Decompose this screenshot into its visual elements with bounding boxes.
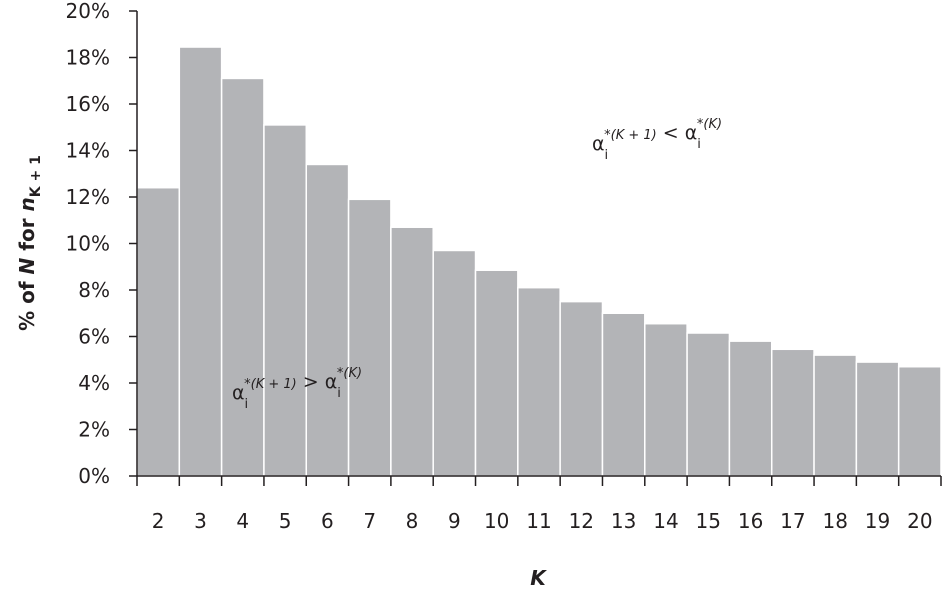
x-tick-label: 13 [611,509,636,533]
x-tick-label: 8 [406,509,419,533]
y-label-part: % of [15,274,39,330]
annotation-sup: *(K + 1) [604,128,657,143]
bar [347,198,392,477]
x-tick-label: 6 [321,509,334,533]
x-tick-label: 20 [907,509,932,533]
x-axis-label: K [530,566,547,590]
bar [263,124,308,477]
bar [136,186,181,477]
x-tick-label: 15 [696,509,721,533]
x-tick-label: 7 [363,509,376,533]
y-tick-label: 16% [66,92,110,116]
annotation-sub: i [337,386,341,401]
x-tick-label: 19 [865,509,890,533]
annotation: αi*(K + 1) > αi*(K) [232,366,362,412]
annotation-sup: *(K + 1) [244,377,297,392]
annotation-sub: i [697,137,701,152]
bar [601,312,646,477]
x-tick-label: 3 [194,509,207,533]
annotation-base: > α [297,371,338,393]
bar [897,365,942,477]
bar [855,361,900,477]
y-label-part: for [15,211,39,257]
annotation-sup: *(K) [697,117,722,132]
y-axis-label: % of N for nK + 1 [15,155,44,331]
bar [517,286,561,477]
y-label-part: N [15,257,39,274]
x-tick-label: 11 [526,509,551,533]
bar [813,354,858,477]
annotation-sub: i [245,397,249,412]
x-tick-label: 10 [484,509,509,533]
y-label-part: n [15,197,39,211]
annotation-base: α [592,133,605,155]
bar [178,46,223,477]
y-tick-label: 6% [78,325,110,349]
bar [644,322,688,477]
y-label-sub: K + 1 [28,155,44,197]
x-tick-label: 5 [279,509,292,533]
bar [686,332,731,477]
annotation: αi*(K + 1) < αi*(K) [592,117,722,163]
y-tick-label: 20% [66,0,110,23]
y-tick-label: 8% [78,278,110,302]
bar [474,269,519,477]
y-tick-label: 14% [66,139,110,163]
annotation-sub: i [605,148,609,163]
y-tick-label: 0% [78,464,110,488]
bar [220,77,265,477]
y-tick-label: 2% [78,418,110,442]
x-tick-label: 16 [738,509,763,533]
bar [728,340,773,477]
x-tick-label: 2 [152,509,165,533]
y-tick-label: 10% [66,232,110,256]
x-tick-label: 12 [569,509,594,533]
bar [770,348,815,477]
x-tick-label: 14 [653,509,678,533]
x-tick-label: 9 [448,509,461,533]
x-tick-label: 18 [822,509,847,533]
y-tick-label: 18% [66,46,110,70]
bar [559,300,604,477]
x-tick-label: 17 [780,509,805,533]
annotation-sup: *(K) [337,366,362,381]
x-tick-label: 4 [236,509,249,533]
y-tick-label: 4% [78,371,110,395]
annotation-base: < α [657,122,698,144]
bar [432,249,477,477]
bar [390,226,434,477]
bar [305,163,350,477]
annotation-base: α [232,382,245,404]
y-tick-label: 12% [66,185,110,209]
